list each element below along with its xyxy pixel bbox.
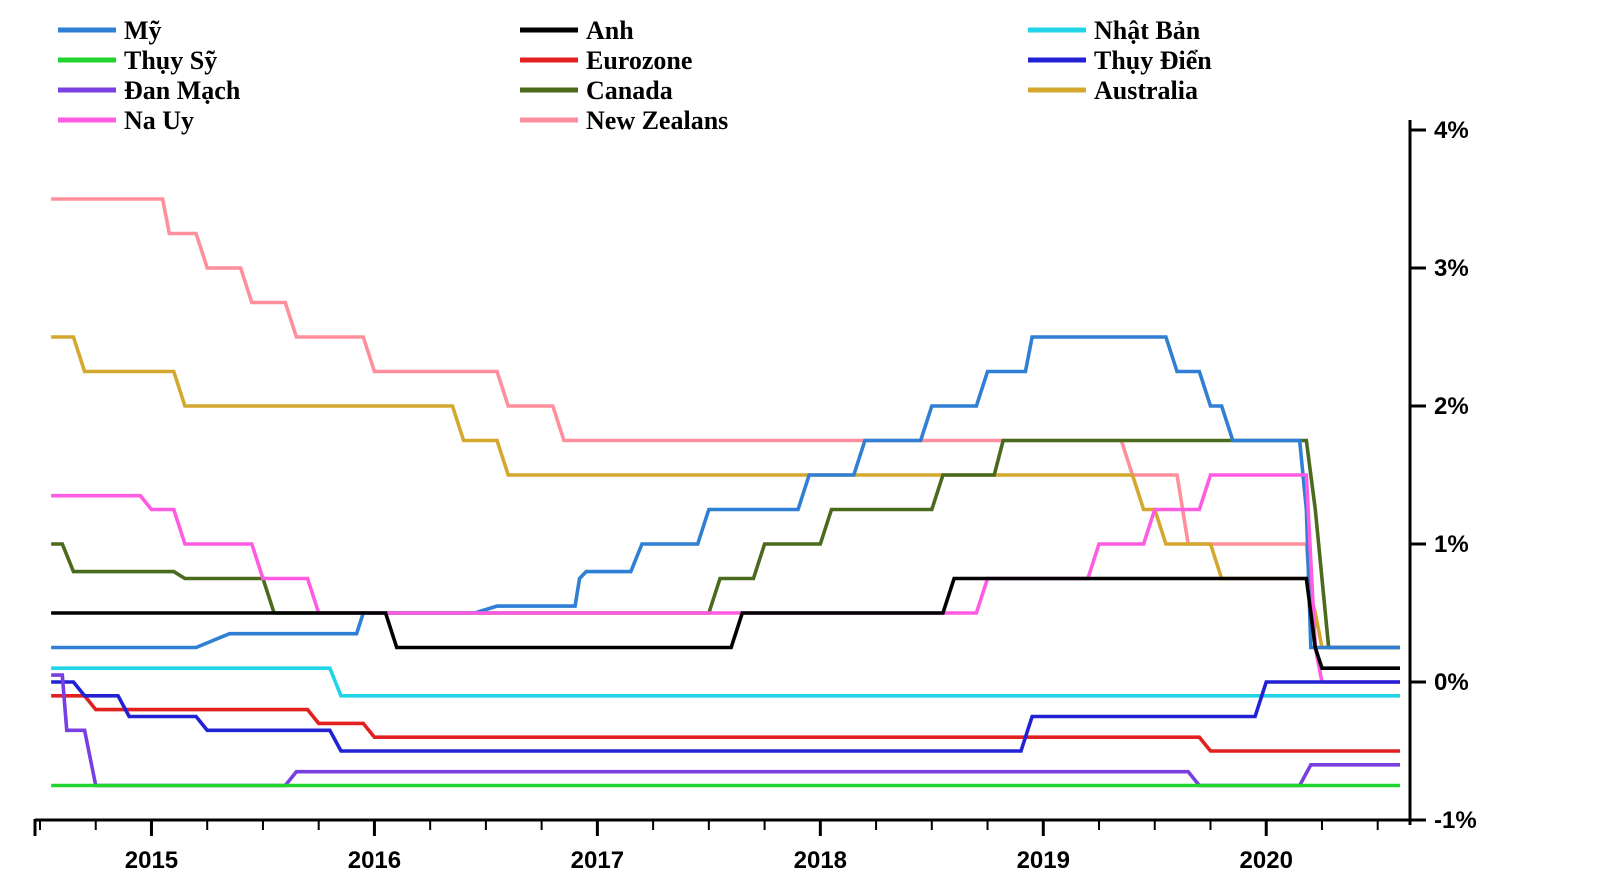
legend-label-canada: Canada bbox=[586, 76, 673, 105]
legend-label-anh: Anh bbox=[586, 16, 634, 45]
legend-label-newzealand: New Zealans bbox=[586, 106, 728, 135]
legend-label-thuydien: Thụy Điển bbox=[1094, 46, 1212, 75]
y-tick-label: 3% bbox=[1434, 255, 1469, 282]
chart-svg: 201520162017201820192020-1%0%1%2%3%4%MỹT… bbox=[0, 0, 1600, 889]
legend-label-nhatban: Nhật Bản bbox=[1094, 16, 1201, 45]
x-tick-label: 2018 bbox=[794, 847, 847, 874]
x-tick-label: 2019 bbox=[1017, 847, 1070, 874]
legend-label-nauy: Na Uy bbox=[124, 106, 194, 135]
legend-label-eurozone: Eurozone bbox=[586, 46, 692, 75]
x-tick-label: 2017 bbox=[571, 847, 624, 874]
x-tick-label: 2016 bbox=[348, 847, 401, 874]
x-tick-label: 2015 bbox=[125, 847, 178, 874]
legend-label-danmach: Đan Mạch bbox=[124, 76, 241, 105]
legend-label-australia: Australia bbox=[1094, 76, 1198, 105]
interest-rate-chart: 201520162017201820192020-1%0%1%2%3%4%MỹT… bbox=[0, 0, 1600, 889]
x-tick-label: 2020 bbox=[1240, 847, 1293, 874]
legend-label-thuysy: Thụy Sỹ bbox=[124, 46, 217, 75]
y-tick-label: 1% bbox=[1434, 531, 1469, 558]
y-tick-label: -1% bbox=[1434, 807, 1477, 834]
legend-label-my: Mỹ bbox=[124, 16, 162, 45]
y-tick-label: 2% bbox=[1434, 393, 1469, 420]
y-tick-label: 4% bbox=[1434, 117, 1469, 144]
y-tick-label: 0% bbox=[1434, 669, 1469, 696]
